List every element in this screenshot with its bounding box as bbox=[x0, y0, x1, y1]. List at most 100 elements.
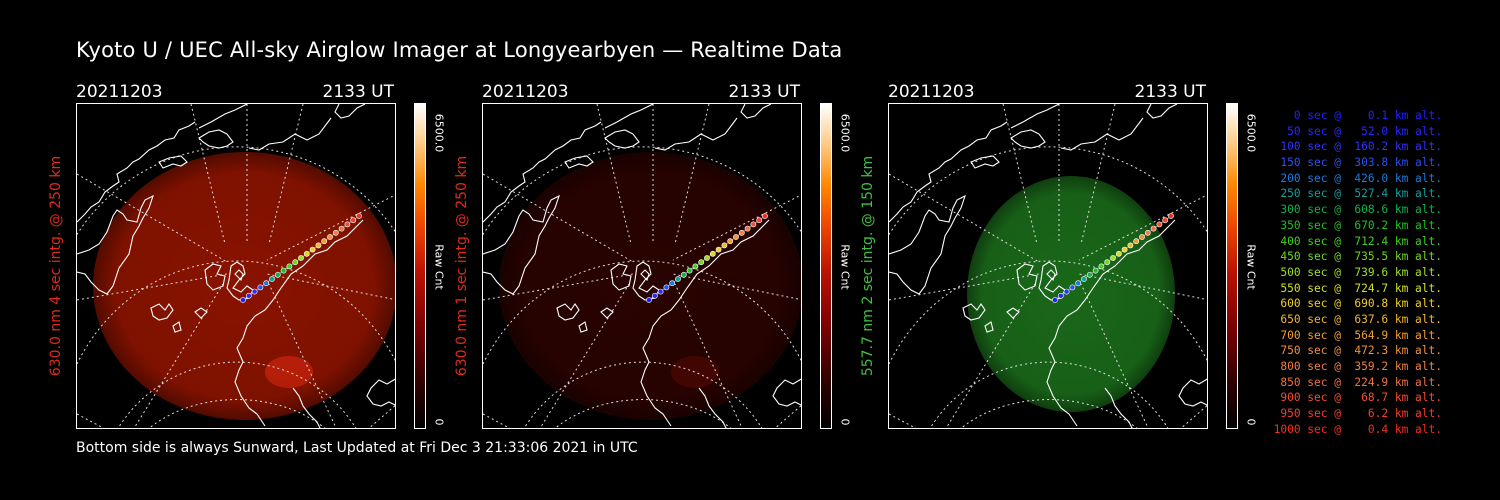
trajectory-point bbox=[715, 246, 722, 253]
coastline bbox=[198, 104, 248, 129]
coastline bbox=[172, 321, 182, 333]
sky-map-svg bbox=[77, 104, 395, 428]
colorbar-unit-text: Raw Cnt bbox=[838, 244, 852, 290]
grid-line bbox=[1080, 283, 1149, 428]
trajectory-point bbox=[286, 263, 293, 270]
colorbar-min-label: 0 bbox=[1244, 392, 1258, 452]
grid-line bbox=[929, 361, 1169, 428]
coastline bbox=[578, 321, 588, 333]
trajectory-point bbox=[1098, 263, 1105, 270]
coastline bbox=[234, 219, 364, 427]
legend-row: 800 sec @ 359.2 km alt. bbox=[1273, 360, 1442, 373]
colorbar-max-text: 6500.0 bbox=[1244, 113, 1258, 153]
grid-line bbox=[117, 361, 357, 428]
colorbar-max-text: 6500.0 bbox=[838, 113, 852, 153]
legend-row: 450 sec @ 735.5 km alt. bbox=[1273, 250, 1442, 264]
legend-row: 200 sec @ 426.0 km alt. bbox=[1273, 171, 1442, 185]
trajectory-legend: 0 sec @ 0.1 km alt. 50 sec @ 52.0 km alt… bbox=[1262, 108, 1442, 437]
trajectory-point bbox=[315, 242, 322, 249]
coastline bbox=[483, 121, 602, 223]
coastline bbox=[198, 129, 234, 149]
legend-row: 350 sec @ 670.2 km alt. bbox=[1273, 218, 1442, 232]
coastline bbox=[77, 121, 196, 223]
sky-map-svg bbox=[483, 104, 801, 428]
coastline bbox=[204, 263, 226, 291]
legend-row: 700 sec @ 564.9 km alt. bbox=[1273, 328, 1442, 342]
grid-line bbox=[945, 283, 1036, 428]
colorbar-max-label: 6500.0 bbox=[1244, 103, 1258, 163]
grid-line bbox=[672, 194, 801, 261]
trajectory-point bbox=[263, 280, 270, 287]
grid-line bbox=[483, 173, 634, 263]
grid-line bbox=[1180, 405, 1207, 428]
grid-line bbox=[889, 146, 1207, 236]
trajectory-point bbox=[686, 267, 693, 274]
grid-line bbox=[1078, 273, 1207, 301]
panel-wavelength-text: 630.0 nm 4 sec intg. @ 250 km bbox=[48, 155, 64, 377]
trajectory-point bbox=[721, 242, 728, 249]
trajectory-point bbox=[350, 217, 357, 224]
grid-line bbox=[596, 104, 632, 245]
sky-image-panel-630-4s: 20211203 2133 UT 630.0 nm 4 sec intg. @ … bbox=[48, 82, 476, 432]
panel-wavelength-label: 630.0 nm 1 sec intg. @ 250 km bbox=[452, 103, 472, 429]
panel-wavelength-label: 557.7 nm 2 sec intg. @ 150 km bbox=[858, 103, 878, 429]
trajectory-point bbox=[756, 217, 763, 224]
all-sky-image bbox=[888, 103, 1208, 429]
trajectory-point bbox=[356, 213, 362, 219]
colorbar-min-label: 0 bbox=[838, 392, 852, 452]
trajectory-point bbox=[1110, 255, 1116, 261]
coastline bbox=[984, 321, 994, 333]
grid-line bbox=[889, 260, 1207, 365]
trajectory-point bbox=[692, 263, 699, 270]
colorbar-unit-label: Raw Cnt bbox=[838, 237, 852, 297]
colorbar-max-text: 6500.0 bbox=[432, 113, 446, 153]
legend-row: 150 sec @ 303.8 km alt. bbox=[1273, 156, 1442, 170]
coastline bbox=[772, 378, 801, 407]
trajectory-point bbox=[709, 250, 716, 257]
panel-wavelength-text: 557.7 nm 2 sec intg. @ 150 km bbox=[860, 155, 876, 377]
bright-patch bbox=[671, 356, 719, 388]
colorbar bbox=[820, 103, 832, 429]
grid-line bbox=[1002, 104, 1038, 245]
grid-line bbox=[960, 399, 1138, 428]
grid-line bbox=[523, 361, 763, 428]
grid-line bbox=[889, 273, 1040, 301]
grid-line bbox=[268, 283, 337, 428]
grid-line bbox=[774, 405, 801, 428]
legend-row: 950 sec @ 6.2 km alt. bbox=[1273, 407, 1442, 421]
colorbar-max-label: 6500.0 bbox=[838, 103, 852, 163]
grid-line bbox=[190, 104, 226, 245]
coastline bbox=[640, 219, 770, 427]
trajectory-point bbox=[1069, 284, 1076, 291]
colorbar-unit-label: Raw Cnt bbox=[432, 237, 446, 297]
grid-line bbox=[539, 283, 630, 428]
trajectory-point bbox=[327, 234, 333, 240]
grid-line bbox=[674, 104, 710, 245]
colorbar-max-label: 6500.0 bbox=[432, 103, 446, 163]
panel-time: 2133 UT bbox=[1134, 82, 1207, 102]
trajectory-point bbox=[738, 229, 745, 236]
legend-row: 550 sec @ 724.7 km alt. bbox=[1273, 281, 1442, 295]
trajectory-point bbox=[1086, 271, 1093, 278]
legend-row: 300 sec @ 608.6 km alt. bbox=[1273, 203, 1442, 217]
coastline bbox=[248, 117, 332, 151]
grid-line bbox=[77, 146, 395, 236]
trajectory-point bbox=[1057, 292, 1064, 299]
trajectory-point bbox=[744, 225, 751, 232]
grid-line bbox=[77, 273, 228, 301]
colorbar-min-text: 0 bbox=[838, 418, 852, 426]
trajectory-point bbox=[257, 284, 264, 291]
trajectory-point bbox=[298, 255, 304, 261]
legend-row: 0 sec @ 0.1 km alt. bbox=[1273, 109, 1442, 122]
trajectory-point bbox=[321, 238, 328, 245]
legend-row: 650 sec @ 637.6 km alt. bbox=[1273, 312, 1442, 326]
sky-image-panel-557-2s: 20211203 2133 UT 557.7 nm 2 sec intg. @ … bbox=[860, 82, 1288, 432]
trajectory-point bbox=[338, 225, 345, 232]
colorbar-unit-text: Raw Cnt bbox=[1244, 244, 1258, 290]
legend-row: 400 sec @ 712.4 km alt. bbox=[1273, 234, 1442, 248]
coastline bbox=[334, 104, 366, 119]
grid-line bbox=[1080, 104, 1116, 245]
legend-row: 500 sec @ 739.6 km alt. bbox=[1273, 265, 1442, 279]
trajectory-point bbox=[269, 276, 275, 282]
colorbar bbox=[414, 103, 426, 429]
